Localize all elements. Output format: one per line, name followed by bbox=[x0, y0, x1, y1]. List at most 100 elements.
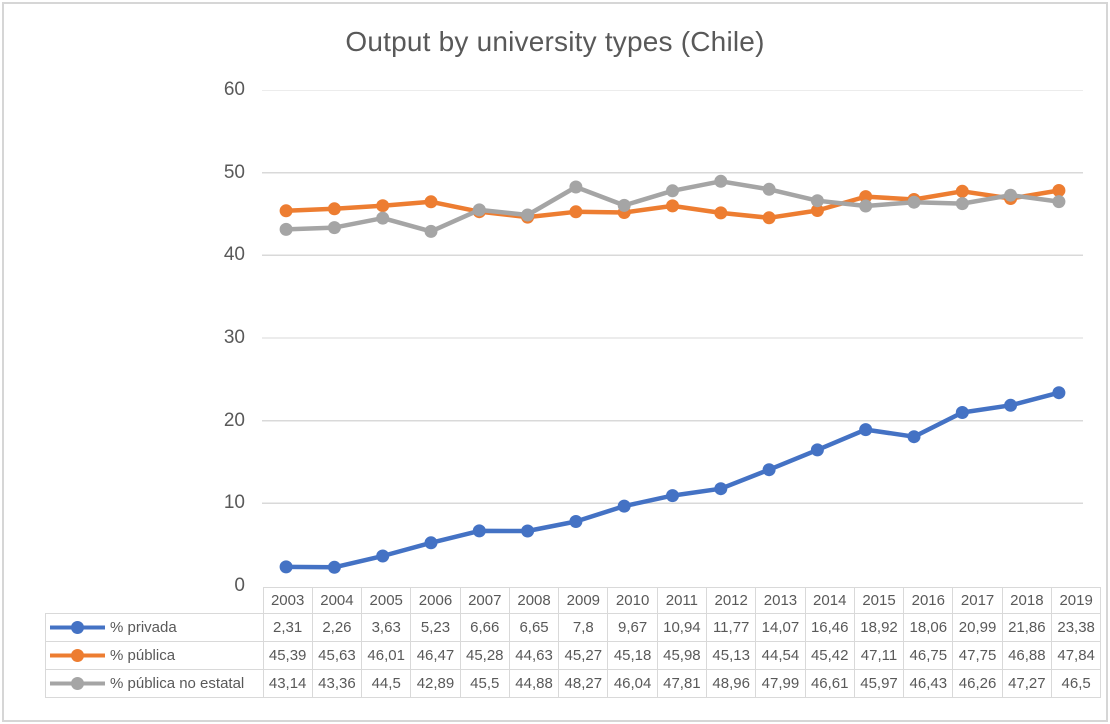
data-point-privada bbox=[279, 560, 293, 574]
plot-area bbox=[262, 90, 1083, 586]
year-cell: 2014 bbox=[804, 587, 855, 614]
data-point-publica bbox=[762, 211, 776, 225]
data-point-publica-no-estatal bbox=[617, 198, 631, 212]
data-point-publica-no-estatal bbox=[859, 199, 873, 213]
value-cell: 42,89 bbox=[410, 669, 461, 698]
data-point-privada bbox=[521, 524, 535, 538]
data-point-publica bbox=[666, 199, 679, 213]
year-cell: 2003 bbox=[262, 587, 313, 614]
value-cell: 46,61 bbox=[804, 669, 855, 698]
value-cell: 9,67 bbox=[607, 613, 658, 642]
series-line-privada bbox=[283, 390, 1062, 570]
data-point-publica bbox=[327, 202, 341, 216]
value-cell: 20,99 bbox=[952, 613, 1003, 642]
series-row-publica: % pública 45,39 45,63 46,01 46,47 45,28 44,63 4… bbox=[45, 641, 1102, 670]
value-cell: 45,39 bbox=[262, 641, 313, 670]
value-cell: 43,36 bbox=[311, 669, 363, 698]
data-point-privada bbox=[617, 499, 631, 513]
legend-key: % pública no estatal bbox=[46, 675, 262, 692]
value-cell: 44,5 bbox=[361, 669, 412, 698]
data-point-publica-no-estatal bbox=[666, 184, 679, 198]
data-point-privada bbox=[714, 482, 728, 496]
legend-key: % pública bbox=[46, 647, 262, 664]
value-cell: 5,23 bbox=[410, 613, 461, 642]
legend-label: % pública no estatal bbox=[110, 675, 245, 692]
data-point-publica bbox=[279, 204, 293, 218]
value-cell: 16,46 bbox=[804, 613, 855, 642]
y-axis-tick-label: 30 bbox=[223, 327, 245, 348]
table-corner-blank bbox=[46, 588, 264, 614]
data-point-publica-no-estatal bbox=[1052, 195, 1066, 209]
legend-marker-icon bbox=[50, 621, 105, 634]
value-cell: 45,42 bbox=[804, 641, 855, 670]
data-point-privada bbox=[859, 423, 873, 437]
value-cell: 10,94 bbox=[656, 613, 708, 642]
data-point-privada bbox=[907, 430, 921, 444]
year-cell: 2008 bbox=[508, 587, 560, 614]
data-point-privada bbox=[1052, 386, 1066, 400]
value-cell: 23,38 bbox=[1050, 613, 1102, 642]
value-cell: 45,13 bbox=[706, 641, 757, 670]
y-axis-tick-label: 60 bbox=[223, 79, 245, 100]
data-point-publica-no-estatal bbox=[569, 180, 583, 194]
value-cell: 14,07 bbox=[755, 613, 806, 642]
data-point-publica-no-estatal bbox=[424, 224, 438, 238]
value-cell: 44,88 bbox=[508, 669, 560, 698]
value-cell: 48,27 bbox=[558, 669, 609, 698]
value-cell: 47,75 bbox=[952, 641, 1003, 670]
data-point-publica bbox=[569, 205, 583, 219]
data-point-privada bbox=[1004, 398, 1018, 412]
year-cell: 2013 bbox=[755, 587, 806, 614]
year-cell: 2016 bbox=[903, 587, 954, 614]
value-cell: 18,92 bbox=[853, 613, 905, 642]
value-cell: 45,27 bbox=[558, 641, 609, 670]
value-cell: 46,01 bbox=[361, 641, 412, 670]
plot-svg bbox=[262, 90, 1083, 574]
value-cell: 47,11 bbox=[853, 641, 905, 670]
value-cell: 18,06 bbox=[903, 613, 954, 642]
value-cell: 46,47 bbox=[410, 641, 461, 670]
legend-cell-publica-no-estatal: % pública no estatal bbox=[45, 669, 264, 698]
value-cell: 45,97 bbox=[853, 669, 905, 698]
year-cell: 2017 bbox=[952, 587, 1003, 614]
data-point-publica bbox=[714, 206, 728, 220]
data-point-privada bbox=[424, 536, 438, 550]
value-cell: 47,27 bbox=[1001, 669, 1053, 698]
value-cell: 46,26 bbox=[952, 669, 1003, 698]
value-cell: 46,04 bbox=[607, 669, 658, 698]
data-point-publica-no-estatal bbox=[762, 182, 776, 196]
value-cell: 44,63 bbox=[508, 641, 560, 670]
year-cell: 2011 bbox=[656, 587, 708, 614]
value-cell: 46,75 bbox=[903, 641, 954, 670]
legend-label: % privada bbox=[110, 619, 177, 636]
legend-cell-publica: % pública bbox=[45, 641, 264, 670]
year-cell: 2007 bbox=[459, 587, 510, 614]
legend-marker-icon bbox=[50, 649, 105, 662]
year-cell: 2010 bbox=[607, 587, 658, 614]
year-cell: 2018 bbox=[1001, 587, 1053, 614]
value-cell: 46,5 bbox=[1050, 669, 1102, 698]
value-cell: 11,77 bbox=[706, 613, 757, 642]
data-point-publica bbox=[1052, 184, 1066, 197]
value-cell: 45,28 bbox=[459, 641, 510, 670]
y-axis-tick-label: 10 bbox=[223, 492, 245, 514]
value-cell: 2,26 bbox=[311, 613, 363, 642]
year-cell: 2005 bbox=[361, 587, 412, 614]
data-point-publica-no-estatal bbox=[472, 203, 486, 217]
data-point-privada bbox=[327, 560, 341, 574]
value-cell: 21,86 bbox=[1001, 613, 1053, 642]
data-point-privada bbox=[376, 549, 390, 563]
value-cell: 45,63 bbox=[311, 641, 363, 670]
data-point-publica bbox=[955, 184, 969, 198]
data-point-publica-no-estatal bbox=[955, 197, 969, 211]
y-axis-tick-label: 20 bbox=[223, 409, 245, 431]
chart-title: Output by university types (Chile) bbox=[345, 26, 765, 57]
data-point-publica bbox=[859, 190, 873, 204]
value-cell: 44,54 bbox=[755, 641, 806, 670]
year-cell: 2009 bbox=[558, 587, 609, 614]
data-point-privada bbox=[472, 524, 486, 538]
value-cell: 6,65 bbox=[508, 613, 560, 642]
legend-key: % privada bbox=[46, 619, 262, 636]
data-point-privada bbox=[762, 463, 776, 477]
